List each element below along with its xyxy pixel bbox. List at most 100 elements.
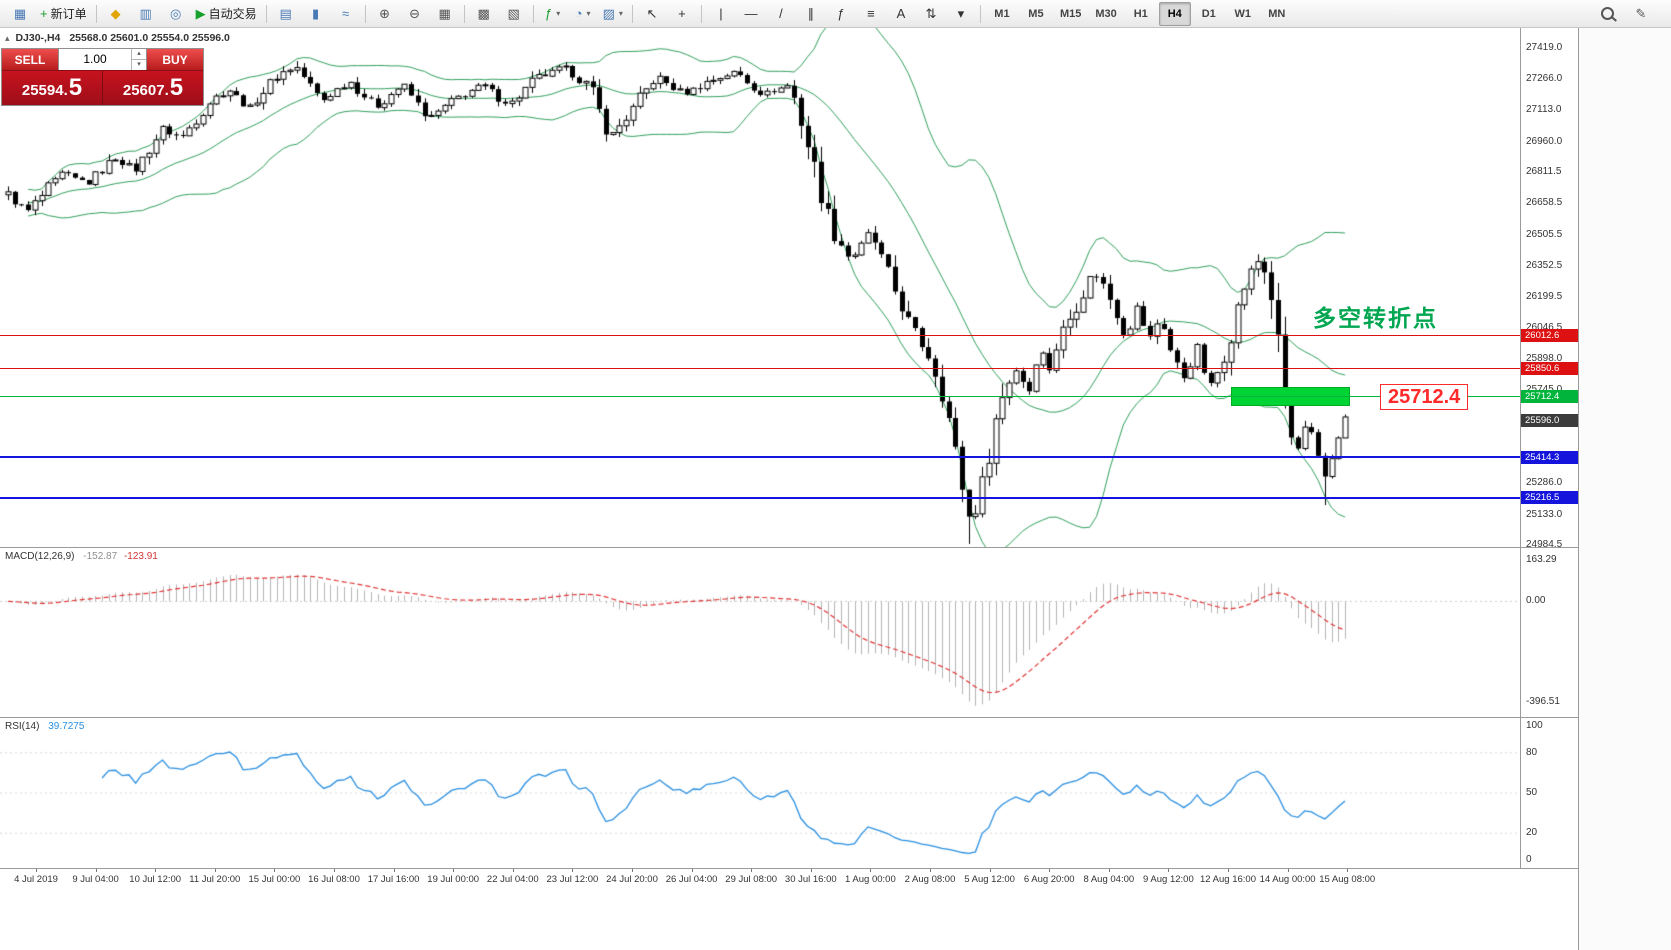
time-axis-tick [155, 869, 157, 872]
timeframe-m5[interactable]: M5 [1028, 7, 1044, 20]
buy-price-button[interactable]: 25607. 5 [103, 71, 203, 105]
support-2-line[interactable] [0, 496, 1520, 499]
buy-button[interactable]: BUY [147, 49, 203, 70]
profiles-icon: ◆ [110, 6, 121, 21]
price-axis-tick: 25898.0 [1526, 352, 1563, 364]
toolbar-button-groups: ▦ + 新订单 ◆ ▥ ◎ ▶ 自动交易 ▤ ▮ ≈ ⊕ ⊖ ▦ ▩ ▧ ƒ ▾ ◔ ▾ ▨ ▾ ↖ + | — / ∥ ƒ ≡ A ⇅ ▾ M1… [5, 1, 1294, 26]
time-axis-tick [274, 869, 276, 872]
macd-value-signal: -123.91 [123, 551, 158, 562]
market-watch-button[interactable]: ▥ [132, 2, 160, 26]
cursor-button[interactable]: ↖ [638, 2, 666, 26]
zoom-in-button[interactable]: ⊕ [371, 2, 399, 26]
time-axis-label: 4 Jul 2019 [14, 874, 58, 885]
trendline-icon: / [779, 6, 783, 21]
candlestick-chart-button[interactable]: ▮ [302, 2, 330, 26]
new-order-button-label: 新订单 [50, 7, 87, 21]
charts-icon-button[interactable]: ▦ [6, 2, 34, 26]
text-label-button[interactable]: A [887, 2, 915, 26]
timeframe-w1[interactable]: W1 [1234, 7, 1252, 20]
time-axis-label: 19 Jul 00:00 [427, 874, 480, 885]
time-axis-label: 17 Jul 16:00 [367, 874, 420, 885]
price-axis-tick: 25286.0 [1526, 477, 1563, 489]
time-axis-label: 1 Aug 00:00 [845, 874, 896, 885]
macd-axis-tick: -396.51 [1526, 695, 1560, 707]
buy-price-fraction: 5 [169, 74, 184, 101]
indicators-dropdown-arrow-icon[interactable]: ▾ [556, 9, 561, 18]
timeframe-m30[interactable]: M30 [1095, 7, 1117, 20]
horizontal-line-icon: — [744, 6, 758, 21]
line-chart-icon: ≈ [342, 6, 350, 21]
periods-dropdown[interactable]: ◔ ▾ [569, 2, 597, 26]
search-button[interactable] [1593, 2, 1621, 26]
support-1-line[interactable] [0, 456, 1520, 459]
annotation-text[interactable]: 多空转折点 [1313, 305, 1438, 331]
time-axis-tick [810, 869, 812, 872]
templates-dropdown[interactable]: ▨ ▾ [599, 2, 627, 26]
cascade-windows-button[interactable]: ▧ [500, 2, 528, 26]
time-axis-tick [751, 869, 753, 872]
timeframe-h1[interactable]: H1 [1133, 7, 1148, 20]
timeframe-h4[interactable]: H4 [1158, 1, 1191, 26]
lot-size-input[interactable]: 1.00 [83, 52, 107, 66]
bar-chart-button[interactable]: ▤ [272, 2, 300, 26]
macd-axis-tick: 0.00 [1526, 595, 1546, 607]
time-axis-tick [870, 869, 872, 872]
horizontal-line-button[interactable]: — [737, 2, 765, 26]
time-axis-label: 22 Jul 04:00 [486, 874, 539, 885]
price-chart-canvas[interactable] [0, 28, 1520, 548]
crosshair-button[interactable]: + [668, 2, 696, 26]
tile-windows-button[interactable]: ▦ [431, 2, 459, 26]
time-axis-label: 14 Aug 00:00 [1259, 874, 1316, 885]
time-axis-label: 6 Aug 20:00 [1023, 874, 1075, 885]
pane-separator-rsi[interactable] [0, 717, 1578, 718]
time-axis-tick [1287, 869, 1289, 872]
lot-decrease-button[interactable]: ▾ [137, 61, 141, 68]
resistance-1-line[interactable] [0, 334, 1520, 336]
zoom-out-button[interactable]: ⊖ [401, 2, 429, 26]
chart-window[interactable]: 25712.4 多空转折点 ▴ DJ30-,H4 25568.0 25601.0… [0, 28, 1579, 950]
timeframe-mn[interactable]: MN [1268, 7, 1286, 20]
auto-arrange-button[interactable]: ▩ [470, 2, 498, 26]
timeframe-m1[interactable]: M1 [994, 7, 1010, 20]
navigator-button[interactable]: ◎ [162, 2, 190, 26]
edit-button[interactable]: ✎ [1627, 2, 1655, 26]
equidistant-channel-button[interactable]: ∥ [797, 2, 825, 26]
objects-more-dropdown[interactable]: ▾ [947, 2, 975, 26]
toolbar-right-group: ✎ [1592, 2, 1666, 26]
profiles-button[interactable]: ◆ [102, 2, 130, 26]
price-axis-tick: 26046.5 [1526, 322, 1562, 333]
pivot-green-line[interactable] [0, 395, 1520, 397]
timeframe-m15[interactable]: M15 [1059, 7, 1082, 20]
rsi-axis-tick: 0 [1526, 854, 1532, 865]
new-order-button[interactable]: + 新订单 [36, 2, 91, 26]
lot-increase-button[interactable]: ▴ [132, 49, 146, 60]
arrows-icon: ⇅ [925, 6, 937, 21]
price-callout-label[interactable]: 25712.4 [1380, 384, 1469, 410]
toolbar-separator [631, 4, 633, 23]
autotrading-button[interactable]: ▶ 自动交易 [192, 2, 261, 26]
rsi-indicator-canvas[interactable] [0, 718, 1520, 868]
line-chart-button[interactable]: ≈ [332, 2, 360, 26]
main-toolbar: ▦ + 新订单 ◆ ▥ ◎ ▶ 自动交易 ▤ ▮ ≈ ⊕ ⊖ ▦ ▩ ▧ ƒ ▾ ◔ ▾ ▨ ▾ ↖ + | — / ∥ ƒ ≡ A ⇅ ▾ M1… [0, 0, 1671, 28]
trendline-button[interactable]: / [767, 2, 795, 26]
resistance-2-line[interactable] [0, 367, 1520, 369]
time-axis[interactable]: 4 Jul 2019 9 Jul 04:00 10 Jul 12:00 11 Jul … [0, 868, 1578, 891]
rsi-axis-tick: 20 [1526, 827, 1538, 839]
symbol-info: ▴ DJ30-,H4 25568.0 25601.0 25554.0 25596… [5, 32, 230, 44]
fibonacci-button[interactable]: ƒ [827, 2, 855, 26]
pane-separator-macd[interactable] [0, 547, 1578, 548]
macd-indicator-canvas[interactable] [0, 548, 1520, 718]
sell-price-button[interactable]: 25594. 5 [2, 71, 103, 105]
one-click-toggle-icon[interactable]: ▴ [5, 33, 10, 43]
periods-dropdown-arrow-icon[interactable]: ▾ [586, 9, 591, 18]
shapes-button[interactable]: ≡ [857, 2, 885, 26]
templates-dropdown-arrow-icon[interactable]: ▾ [618, 9, 623, 18]
toolbar-separator [979, 4, 981, 23]
indicators-dropdown[interactable]: ƒ ▾ [539, 2, 567, 26]
vertical-line-button[interactable]: | [707, 2, 735, 26]
market-watch-icon: ▥ [139, 6, 152, 21]
timeframe-d1[interactable]: D1 [1201, 7, 1216, 20]
buy-price: 25607. [122, 82, 169, 99]
sell-button[interactable]: SELL [2, 49, 58, 70]
arrows-button[interactable]: ⇅ [917, 2, 945, 26]
